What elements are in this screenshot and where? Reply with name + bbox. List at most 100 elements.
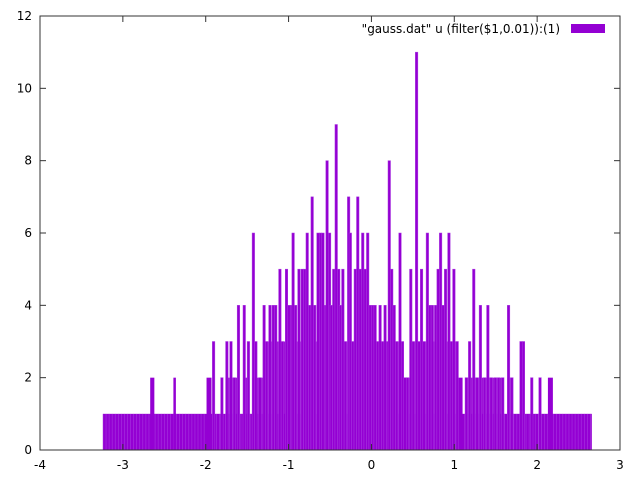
histogram-bars <box>102 51 592 451</box>
legend: "gauss.dat" u (filter($1,0.01)):(1) <box>362 22 605 36</box>
bar <box>220 377 224 451</box>
bar <box>439 232 443 451</box>
legend-swatch <box>571 24 605 33</box>
bar <box>538 377 542 451</box>
bar <box>332 268 336 451</box>
bar <box>236 305 240 451</box>
bar <box>387 160 391 451</box>
y-tick-label: 6 <box>24 226 32 240</box>
bar <box>251 232 255 451</box>
bar <box>425 232 429 451</box>
bar <box>285 268 289 451</box>
bar <box>351 341 355 451</box>
bar <box>464 377 468 451</box>
bar <box>436 268 440 451</box>
bar <box>455 341 459 451</box>
bar <box>334 124 338 451</box>
bar <box>449 341 453 451</box>
bar <box>316 232 320 451</box>
bar <box>501 377 505 451</box>
bar <box>430 305 434 451</box>
bar <box>422 341 426 451</box>
x-tick-label: 3 <box>616 458 624 472</box>
bar <box>497 377 501 451</box>
bar <box>415 51 419 451</box>
bar <box>363 268 367 451</box>
bar <box>348 232 352 451</box>
bar <box>373 305 377 451</box>
bar <box>475 377 479 451</box>
bar <box>254 341 258 451</box>
x-tick-label: -1 <box>283 458 295 472</box>
bar <box>262 305 266 451</box>
bar <box>510 377 514 451</box>
bar <box>452 268 456 451</box>
bar <box>278 268 282 451</box>
bar <box>401 341 405 451</box>
bar <box>483 377 487 451</box>
x-tick-label: -3 <box>117 458 129 472</box>
bar <box>381 341 385 451</box>
bar <box>265 341 269 451</box>
bar-plateau <box>150 377 155 450</box>
bar <box>274 305 278 451</box>
bar <box>390 268 394 451</box>
bar <box>291 232 295 451</box>
bar <box>403 377 407 451</box>
bar <box>258 377 262 451</box>
bar <box>434 305 438 451</box>
bar <box>441 305 445 451</box>
bar <box>409 268 413 451</box>
x-tick-label: -4 <box>34 458 46 472</box>
bar <box>246 341 250 451</box>
bar <box>313 305 317 451</box>
bar <box>444 268 448 451</box>
bar <box>368 305 372 451</box>
bar <box>280 341 284 451</box>
bar <box>229 341 233 451</box>
bar <box>472 268 476 451</box>
bar <box>361 232 365 451</box>
bar <box>329 305 333 451</box>
bar <box>447 232 451 451</box>
bar <box>371 305 375 451</box>
bar <box>297 268 301 451</box>
bar <box>305 232 309 451</box>
bar <box>303 268 307 451</box>
y-tick-label: 10 <box>17 81 32 95</box>
bar <box>232 377 236 451</box>
bar <box>411 341 415 451</box>
y-tick-label: 0 <box>24 443 32 457</box>
bar <box>493 377 497 451</box>
bar <box>287 305 291 451</box>
bar <box>507 305 511 451</box>
bar <box>383 305 387 451</box>
bar <box>405 377 409 451</box>
bar <box>376 341 380 451</box>
bar <box>338 305 342 451</box>
bar <box>530 377 534 451</box>
bar <box>468 341 472 451</box>
bar <box>398 232 402 451</box>
x-tick-label: 2 <box>533 458 541 472</box>
y-tick-label: 8 <box>24 154 32 168</box>
bar <box>212 341 216 451</box>
bar <box>489 377 493 451</box>
y-axis-ticks: 0 2 4 6 8 10 12 <box>17 9 620 457</box>
bar <box>310 196 314 451</box>
bar <box>478 305 482 451</box>
y-tick-label: 2 <box>24 371 32 385</box>
x-axis-ticks: -4 -3 -2 -1 0 1 2 3 <box>34 16 624 472</box>
bar <box>420 268 424 451</box>
bar <box>341 268 345 451</box>
bar <box>242 305 246 451</box>
x-tick-label: -2 <box>200 458 212 472</box>
bar <box>392 305 396 451</box>
bar <box>318 232 322 451</box>
legend-label: "gauss.dat" u (filter($1,0.01)):(1) <box>362 22 560 36</box>
x-tick-label: 0 <box>368 458 376 472</box>
bar <box>300 268 304 451</box>
bar <box>378 305 382 451</box>
bar-plateau <box>456 377 463 450</box>
